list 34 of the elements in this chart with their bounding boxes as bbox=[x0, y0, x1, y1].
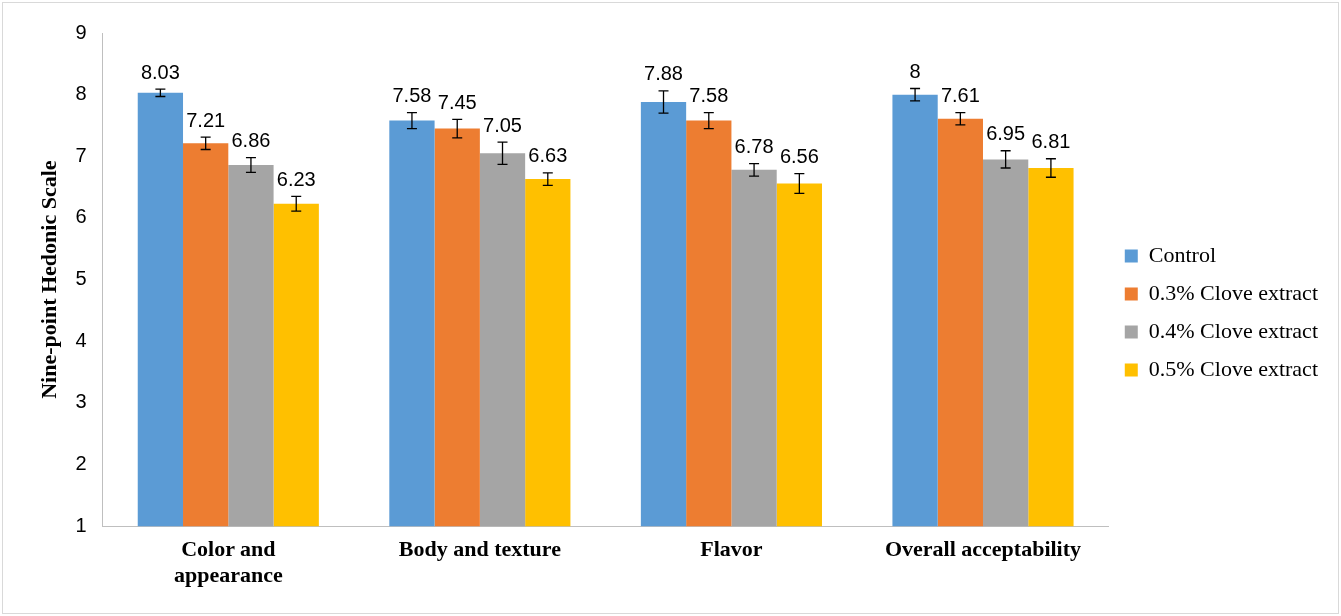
y-axis-title: Nine-point Hedonic Scale bbox=[35, 160, 61, 399]
data-label: 6.56 bbox=[779, 145, 819, 168]
y-tick-label: 4 bbox=[75, 328, 87, 351]
x-tick-label: Overall acceptability bbox=[884, 536, 1082, 562]
y-tick-label: 1 bbox=[75, 513, 87, 536]
data-label: 7.45 bbox=[437, 90, 477, 113]
data-label: 6.95 bbox=[986, 122, 1026, 145]
y-tick-label: 7 bbox=[75, 143, 87, 166]
data-label: 8.03 bbox=[140, 60, 180, 83]
legend-label: 0.3% Clove extract bbox=[1148, 279, 1319, 305]
data-label: 6.23 bbox=[276, 167, 316, 190]
data-label: 7.58 bbox=[689, 84, 729, 107]
legend-label: 0.5% Clove extract bbox=[1148, 355, 1319, 381]
y-tick-label: 3 bbox=[75, 390, 87, 413]
data-label: 6.78 bbox=[734, 135, 774, 158]
data-label: 7.61 bbox=[940, 84, 980, 107]
x-tick-label: Body and texture bbox=[398, 536, 562, 562]
x-tick-label: Flavor bbox=[700, 536, 763, 562]
x-tick-label: Color and appearance bbox=[173, 536, 283, 588]
data-label: 7.88 bbox=[644, 62, 683, 85]
legend-label: 0.4% Clove extract bbox=[1148, 317, 1319, 343]
y-tick-label: 5 bbox=[75, 267, 87, 290]
data-label: 7.21 bbox=[186, 108, 226, 131]
y-tick-label: 6 bbox=[75, 205, 87, 228]
data-label: 7.58 bbox=[392, 84, 432, 107]
legend-label: Control bbox=[1148, 241, 1217, 267]
y-tick-label: 9 bbox=[75, 20, 87, 43]
data-label: 6.81 bbox=[1031, 130, 1071, 153]
data-label: 8 bbox=[909, 60, 921, 82]
y-tick-label: 8 bbox=[75, 82, 87, 105]
data-label: 6.86 bbox=[231, 129, 271, 152]
y-tick-label: 2 bbox=[75, 452, 87, 475]
data-label: 7.05 bbox=[483, 113, 522, 136]
data-label: 6.63 bbox=[528, 144, 568, 167]
